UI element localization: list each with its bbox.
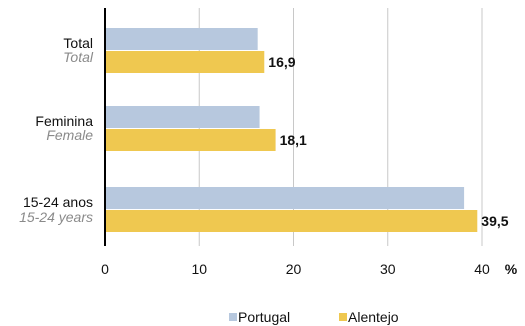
legend: Portugal Alentejo — [229, 309, 399, 325]
legend-swatch — [339, 313, 347, 321]
bar-portugal-2 — [105, 187, 465, 209]
x-tick-labels: 0 10 20 30 40 — [101, 261, 490, 277]
data-labels: 16,9 18,1 39,5 — [268, 54, 508, 229]
x-tick-label: 30 — [380, 261, 396, 277]
bar-alentejo-1 — [105, 129, 276, 151]
category-label: Feminina — [35, 113, 93, 129]
category-label: Total — [63, 35, 93, 51]
bar-alentejo-2 — [105, 210, 478, 232]
x-tick-label: 0 — [101, 261, 109, 277]
x-axis-unit: % — [505, 261, 518, 277]
x-tick-label: 10 — [191, 261, 207, 277]
data-label: 18,1 — [280, 132, 307, 148]
bars — [105, 28, 478, 232]
x-tick-label: 20 — [286, 261, 302, 277]
category-label-english: Female — [46, 127, 93, 143]
x-tick-label: 40 — [474, 261, 490, 277]
category-label-english: Total — [63, 49, 94, 65]
legend-label: Portugal — [238, 309, 290, 325]
data-label: 39,5 — [481, 213, 508, 229]
data-label: 16,9 — [268, 54, 295, 70]
category-label-english: 15-24 years — [19, 209, 93, 225]
bar-portugal-0 — [105, 28, 258, 50]
bar-portugal-1 — [105, 106, 260, 128]
legend-label: Alentejo — [348, 309, 399, 325]
category-label: 15-24 anos — [23, 194, 93, 210]
legend-swatch — [229, 313, 237, 321]
bar-alentejo-0 — [105, 51, 265, 73]
